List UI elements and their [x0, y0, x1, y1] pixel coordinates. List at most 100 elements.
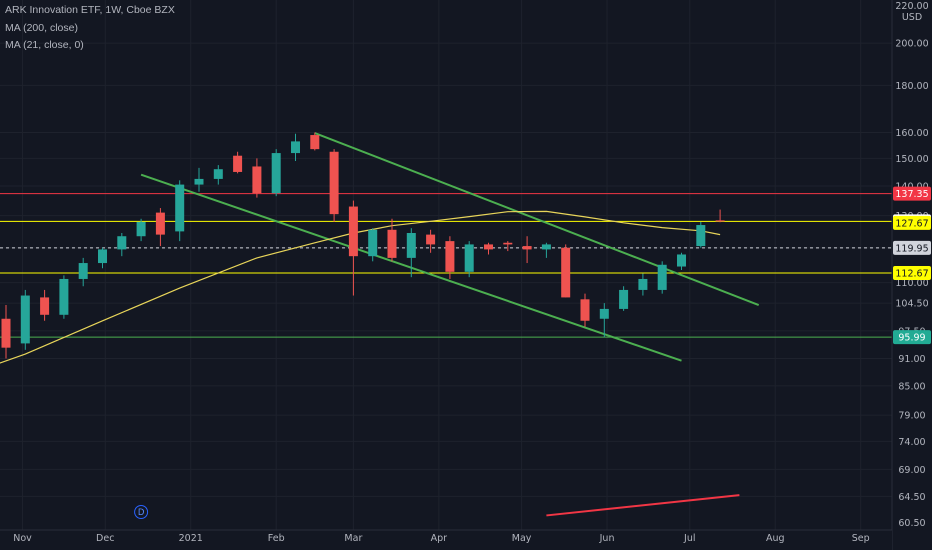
price-badge-label: 119.95: [895, 243, 928, 254]
candle-body: [194, 178, 204, 185]
candle-body: [175, 184, 185, 232]
candle-body: [348, 206, 358, 257]
price-badge-label: 137.35: [895, 189, 928, 200]
candle-body: [406, 232, 416, 258]
time-axis-label: 2021: [179, 533, 203, 544]
indicator-ma-200[interactable]: MA (200, close): [5, 22, 78, 34]
candle: [329, 149, 339, 222]
candle-body: [484, 244, 493, 250]
candle: [580, 293, 590, 327]
candle: [310, 132, 320, 151]
time-axis-label: Feb: [268, 533, 285, 544]
price-axis-tick: 180.00: [895, 81, 928, 92]
candle: [252, 158, 262, 198]
grid: [0, 0, 892, 530]
price-axis-tick: 69.00: [898, 465, 925, 476]
candle-body: [368, 229, 378, 257]
candle: [213, 165, 223, 185]
time-axis-label: Dec: [96, 533, 114, 544]
candle: [117, 232, 127, 257]
candle: [503, 241, 513, 252]
price-axis-tick: 64.50: [898, 492, 925, 503]
indicator-ma-21[interactable]: MA (21, close, 0): [5, 39, 84, 51]
candle-body: [638, 278, 648, 290]
time-axis-label: Nov: [13, 533, 32, 544]
candle: [98, 247, 107, 269]
candle-body: [117, 236, 127, 250]
price-badge-bg: [893, 330, 931, 345]
candle-body: [541, 244, 551, 250]
candle-body: [599, 308, 609, 319]
candle-body: [310, 135, 320, 150]
candle-body: [136, 221, 146, 237]
candle-body: [271, 153, 281, 194]
candle: [696, 221, 706, 248]
price-axis-tick: 150.00: [895, 154, 928, 165]
ma-line: [0, 210, 721, 364]
moving-average: [0, 210, 721, 364]
candle: [271, 149, 281, 197]
price-axis-tick: 104.50: [895, 299, 928, 310]
time-axis-label: Apr: [431, 533, 448, 544]
candle: [406, 228, 416, 278]
time-axis-label: Jun: [599, 533, 615, 544]
price-badge-label: 127.67: [895, 218, 928, 229]
price-axis-top-label: 220.00: [895, 1, 928, 12]
candle-body: [233, 155, 243, 172]
candle-body: [213, 169, 223, 179]
candle: [233, 151, 243, 174]
candle: [175, 180, 185, 242]
time-axis-label: Jul: [683, 533, 695, 544]
time-axis: NovDec2021FebMarAprMayJunJulAugSepOctNov…: [0, 529, 892, 550]
candle-body: [677, 254, 686, 267]
candle: [715, 209, 725, 223]
price-badge: 112.67: [893, 265, 931, 280]
candle: [368, 228, 378, 262]
candle: [59, 275, 69, 319]
candle-body: [503, 242, 513, 245]
candle: [541, 242, 551, 258]
price-axis-tick: 200.00: [895, 39, 928, 50]
candle-body: [59, 278, 69, 315]
candle: [464, 241, 474, 278]
candle-body: [580, 299, 590, 321]
candle-body: [1, 318, 11, 348]
candle-body: [715, 220, 725, 222]
price-badge: 95.99: [893, 330, 931, 345]
candle: [599, 303, 609, 338]
candles: [1, 132, 725, 359]
candle-body: [426, 234, 436, 245]
candle: [387, 218, 397, 262]
price-axis-tick: 160.00: [895, 128, 928, 139]
dividend-marker-group: D: [134, 505, 149, 519]
candle: [677, 252, 686, 271]
price-badge-bg: [893, 265, 931, 280]
trendline: [314, 132, 760, 306]
candle-body: [78, 263, 88, 279]
price-badge: 127.67: [893, 215, 931, 230]
candle: [426, 229, 436, 253]
symbol-title[interactable]: ARK Innovation ETF, 1W, Cboe BZX: [5, 4, 175, 16]
candle: [291, 133, 300, 162]
candle-body: [40, 297, 50, 315]
candle-body: [329, 151, 339, 215]
price-badge: 119.95: [893, 240, 931, 255]
price-badge-bg: [893, 186, 931, 201]
price-axis-bottom-label: 60.50: [898, 518, 925, 529]
price-axis-tick: 79.00: [898, 411, 925, 422]
candle-body: [696, 225, 706, 247]
candle: [194, 167, 204, 192]
candle-body: [98, 249, 107, 264]
time-axis-label: May: [512, 533, 532, 544]
dividend-marker-icon: [134, 505, 149, 519]
candle-body: [291, 141, 300, 154]
candle: [20, 289, 30, 350]
time-axis-label: Mar: [344, 533, 362, 544]
candle: [638, 273, 648, 296]
candle-body: [252, 166, 262, 194]
candle: [445, 236, 455, 279]
price-axis-tick: 74.00: [898, 437, 925, 448]
